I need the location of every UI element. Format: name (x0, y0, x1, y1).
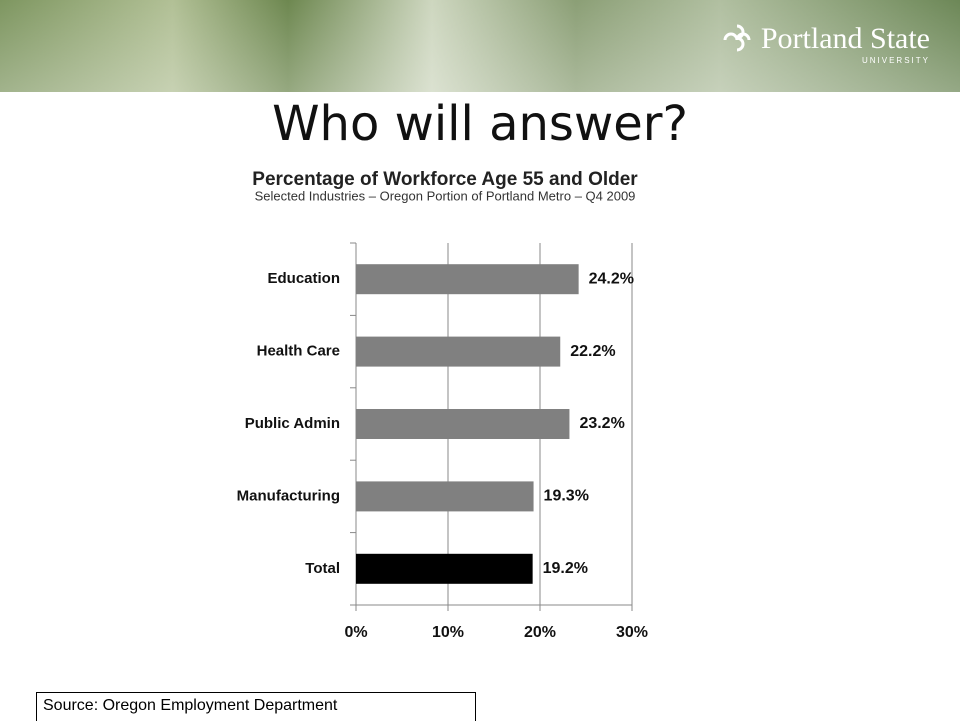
slide-title: Who will answer? (272, 96, 688, 152)
chart-title: Percentage of Workforce Age 55 and Older (252, 169, 638, 190)
bar (356, 409, 570, 439)
y-tick-label: Education (267, 270, 340, 287)
x-tick-label: 10% (432, 624, 464, 641)
bar (356, 481, 534, 512)
x-tick-label: 30% (616, 624, 648, 641)
y-tick-label: Total (305, 560, 340, 577)
chart: Percentage of Workforce Age 55 and Older… (237, 169, 648, 641)
value-label: 24.2% (589, 270, 634, 287)
value-label: 23.2% (579, 415, 624, 432)
logo-text: Portland State (760, 22, 930, 55)
value-label: 22.2% (570, 343, 615, 360)
value-label: 19.2% (543, 560, 588, 577)
bar (356, 336, 561, 367)
logo-icon (723, 24, 751, 52)
logo-subtext: UNIVERSITY (861, 56, 930, 65)
bar (356, 264, 579, 295)
header-image (0, 0, 960, 92)
chart-subtitle: Selected Industries – Oregon Portion of … (255, 188, 636, 203)
y-tick-label: Public Admin (245, 415, 340, 432)
x-tick-label: 0% (344, 624, 367, 641)
bar (356, 553, 533, 584)
logo: Portland State UNIVERSITY (723, 22, 930, 65)
source-note: Source: Oregon Employment Department (36, 692, 476, 721)
x-tick-label: 20% (524, 624, 556, 641)
y-tick-label: Manufacturing (237, 487, 340, 504)
value-label: 19.3% (544, 488, 589, 505)
y-tick-label: Health Care (257, 343, 340, 360)
